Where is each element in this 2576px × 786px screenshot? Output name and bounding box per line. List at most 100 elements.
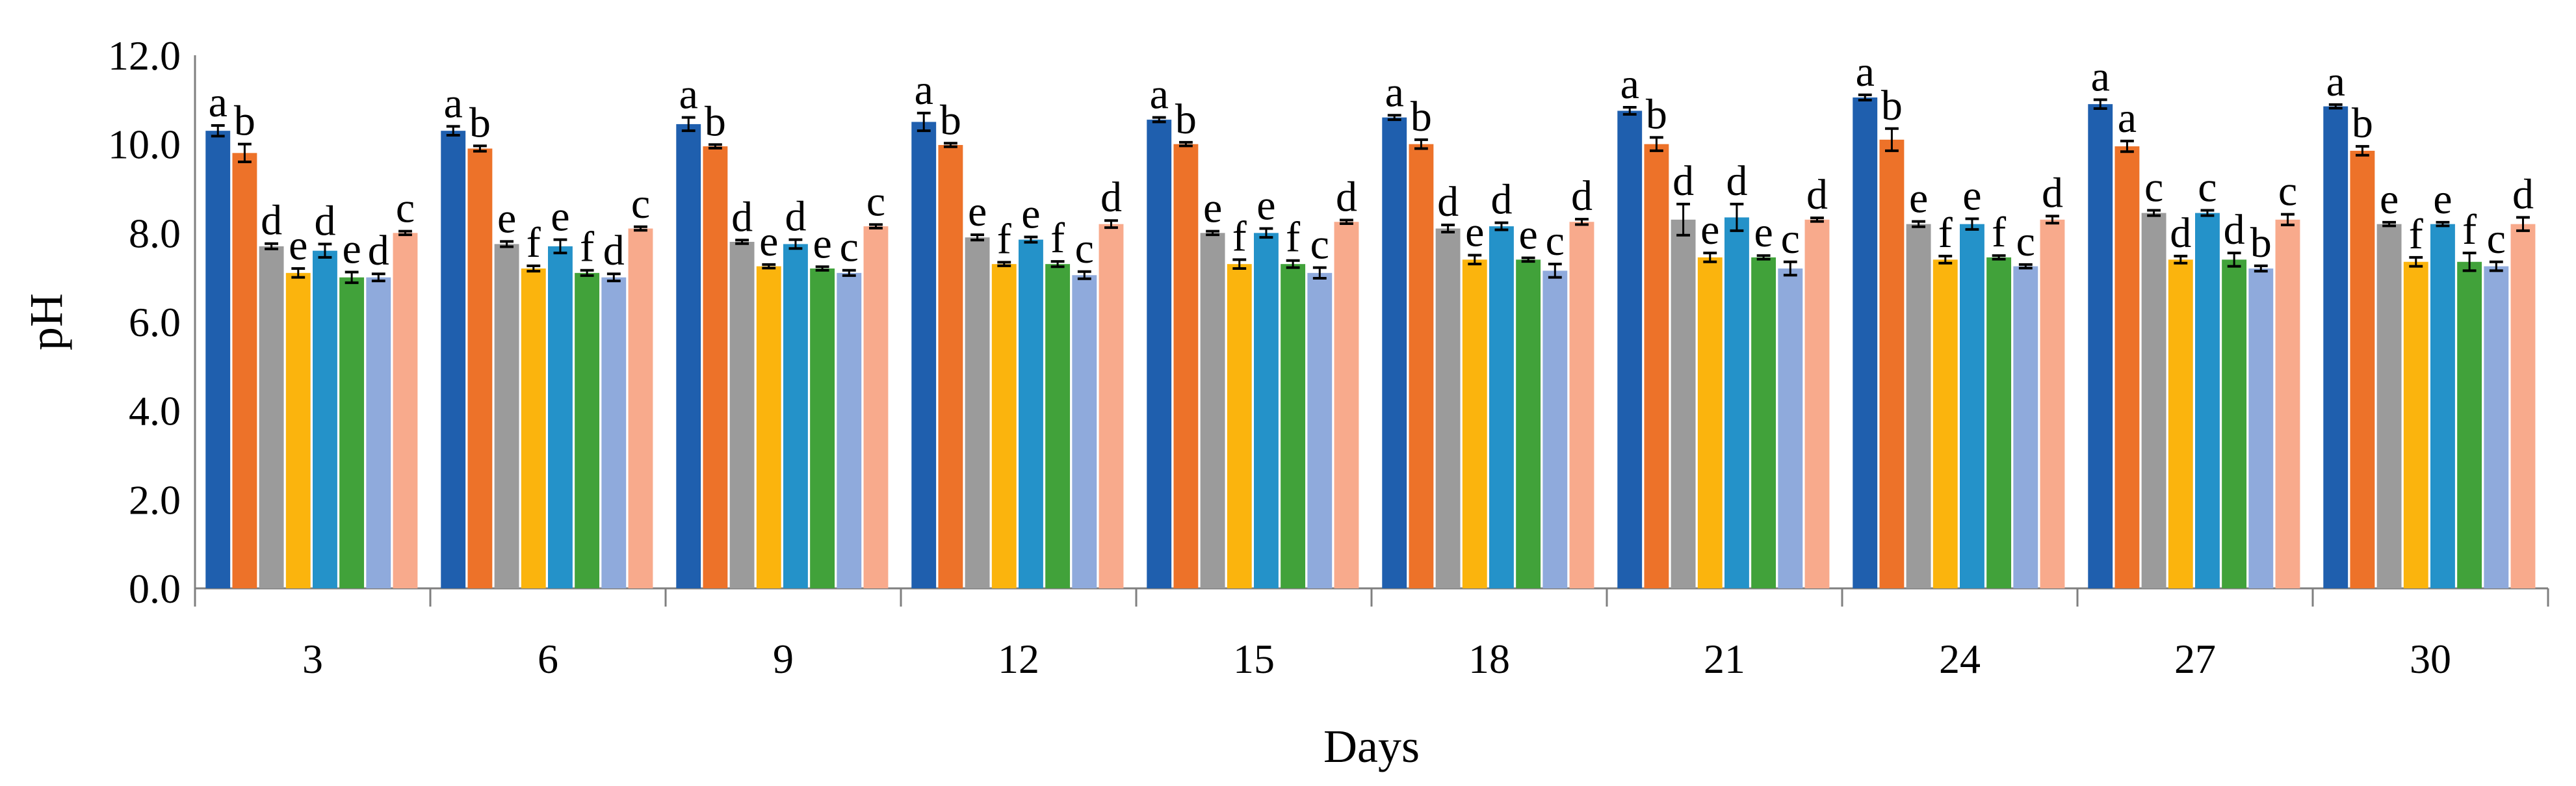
bar: [1778, 269, 1803, 588]
significance-label: b: [940, 96, 961, 144]
bar: [1724, 217, 1749, 589]
error-bar: [237, 142, 252, 163]
bar: [393, 233, 418, 588]
bar: [1281, 264, 1306, 588]
bar: [2168, 259, 2193, 588]
error-bar: [500, 240, 514, 248]
error-bar: [1259, 227, 1273, 239]
significance-label: d: [1726, 157, 1747, 205]
error-bar: [1992, 254, 2006, 261]
error-bar: [1104, 219, 1118, 229]
significance-label: a: [1150, 71, 1169, 118]
x-tick-label: 9: [773, 636, 794, 682]
error-bar: [1810, 216, 1824, 223]
x-tick-label: 30: [2410, 636, 2451, 682]
error-bar: [1649, 136, 1663, 152]
significance-label: c: [1310, 221, 1329, 269]
bar: [1200, 233, 1225, 588]
bar: [2222, 259, 2247, 588]
error-bar: [211, 124, 225, 138]
bar: [1409, 144, 1434, 588]
bar: [2484, 266, 2509, 588]
significance-label: c: [840, 224, 859, 271]
x-tick-label: 12: [998, 636, 1039, 682]
significance-label: c: [1075, 225, 1094, 272]
error-bar: [2093, 98, 2107, 110]
bar: [1986, 257, 2012, 588]
error-bar: [1884, 127, 1899, 152]
significance-label: b: [705, 98, 726, 145]
significance-label: f: [1286, 214, 1300, 261]
bar: [1462, 259, 1487, 588]
bar: [2510, 224, 2536, 589]
significance-label: f: [527, 219, 541, 267]
x-tick-label: 18: [1468, 636, 1510, 682]
error-bar: [1858, 93, 1872, 102]
significance-label: d: [731, 193, 753, 241]
error-bar: [735, 239, 749, 245]
bar: [2141, 213, 2166, 588]
significance-label: a: [2118, 94, 2137, 142]
error-bars: [211, 93, 2530, 284]
bar: [2457, 261, 2482, 588]
error-bar: [1912, 220, 1926, 228]
error-bar: [1468, 254, 1482, 266]
error-bar: [1703, 252, 1717, 263]
bar: [1697, 257, 1723, 588]
bar: [339, 277, 365, 588]
error-bar: [788, 238, 803, 250]
error-bar: [446, 125, 460, 137]
error-bar: [917, 111, 931, 133]
error-bar: [1441, 224, 1455, 233]
error-bar: [1548, 263, 1562, 279]
significance-label: c: [1781, 215, 1800, 263]
significance-label: b: [469, 99, 491, 146]
significance-label: e: [2380, 176, 2399, 223]
significance-label: b: [234, 98, 255, 145]
significance-label: d: [2512, 170, 2534, 218]
bar: [2403, 261, 2428, 588]
bar: [1334, 222, 1359, 588]
bar: [467, 148, 493, 588]
significance-label: f: [997, 215, 1011, 263]
significance-label: c: [1546, 217, 1565, 265]
bar: [628, 228, 653, 588]
error-bar: [1965, 217, 1979, 231]
bar: [2323, 106, 2348, 589]
significance-label: d: [2042, 169, 2063, 216]
error-bar: [1050, 260, 1065, 269]
significance-label: d: [1806, 171, 1828, 218]
significance-label: e: [1754, 209, 1773, 256]
bar: [313, 250, 337, 589]
error-bar: [970, 233, 985, 242]
bar: [1307, 272, 1333, 588]
significance-label: f: [1232, 213, 1247, 260]
error-bar: [2120, 139, 2134, 153]
significance-label: c: [2016, 218, 2035, 265]
error-bar: [345, 270, 359, 284]
significance-label: a: [679, 71, 698, 118]
y-tick-label: 6.0: [129, 299, 181, 345]
significance-label: e: [1465, 209, 1484, 256]
error-bar: [2254, 264, 2268, 273]
bar: [232, 153, 257, 589]
significance-label: a: [2091, 53, 2110, 100]
bar: [1853, 97, 1878, 588]
significance-label: f: [1992, 209, 2006, 256]
bar: [703, 146, 728, 589]
significance-label: a: [444, 79, 463, 127]
error-bar: [1206, 229, 1220, 237]
significance-label: b: [1175, 96, 1197, 143]
significance-label: b: [1411, 93, 1432, 140]
bar: [205, 131, 231, 588]
bar: [1751, 257, 1776, 588]
bar: [2040, 219, 2065, 588]
bar: [2248, 269, 2274, 588]
bar: [1879, 139, 1905, 589]
error-bar: [1178, 140, 1193, 148]
bar: [1569, 222, 1594, 588]
x-tick-label: 27: [2174, 636, 2216, 682]
error-bar: [1414, 138, 1428, 150]
bars: [205, 97, 2536, 589]
